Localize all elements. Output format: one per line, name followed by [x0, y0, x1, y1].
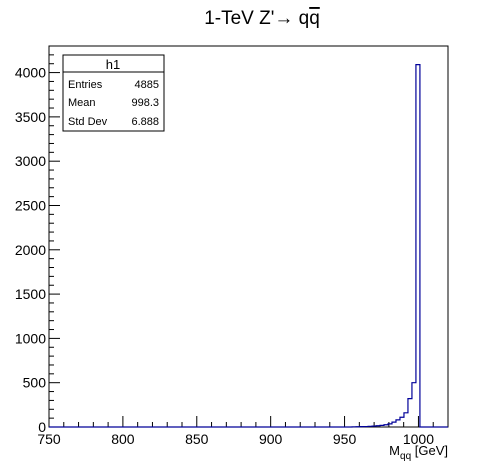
stats-stddev-label: Std Dev — [68, 116, 108, 128]
y-tick-label: 3500 — [15, 109, 46, 125]
y-tick-label: 2000 — [15, 242, 46, 258]
y-tick-label: 2500 — [15, 197, 46, 213]
y-tick-label: 1000 — [15, 330, 46, 346]
x-tick-label: 750 — [37, 431, 61, 447]
stats-box-frame — [62, 54, 165, 132]
x-tick-label: 1000 — [403, 431, 434, 447]
x-tick-label: 950 — [333, 431, 357, 447]
stats-box: h1 Entries 4885 Mean 998.3 Std Dev 6.888 — [62, 54, 165, 132]
x-axis-title: Mqq [GeV] — [389, 443, 448, 462]
y-tick-label: 1500 — [15, 286, 46, 302]
histogram-line — [49, 64, 448, 428]
x-axis-title-main: M — [389, 443, 400, 458]
y-tick-label: 4000 — [15, 65, 46, 81]
x-tick-label: 850 — [185, 431, 209, 447]
chart-title: 1-TeV Z'→ qq — [204, 8, 320, 29]
y-tick-labels: 0 500 1000 1500 2000 2500 3000 3500 4000 — [15, 65, 46, 435]
y-tick-label: 3000 — [15, 153, 46, 169]
stats-entries-value: 4885 — [135, 79, 159, 91]
chart-title-main: 1-TeV Z'→ q — [204, 8, 309, 29]
x-tick-label: 800 — [111, 431, 135, 447]
y-tick-label: 0 — [38, 419, 46, 435]
stats-entries-label: Entries — [68, 79, 103, 91]
x-axis-title-sub: qq — [400, 451, 411, 462]
x-tick-label: 900 — [259, 431, 283, 447]
chart-title-qbar: q — [309, 8, 320, 29]
x-axis-title-unit: [GeV] — [411, 443, 448, 458]
y-tick-label: 500 — [23, 375, 47, 391]
x-tick-labels: 750 800 850 900 950 1000 — [37, 431, 434, 447]
stats-mean-value: 998.3 — [131, 97, 159, 109]
stats-stddev-value: 6.888 — [131, 116, 159, 128]
stats-box-name: h1 — [106, 57, 120, 72]
stats-mean-label: Mean — [68, 97, 96, 109]
